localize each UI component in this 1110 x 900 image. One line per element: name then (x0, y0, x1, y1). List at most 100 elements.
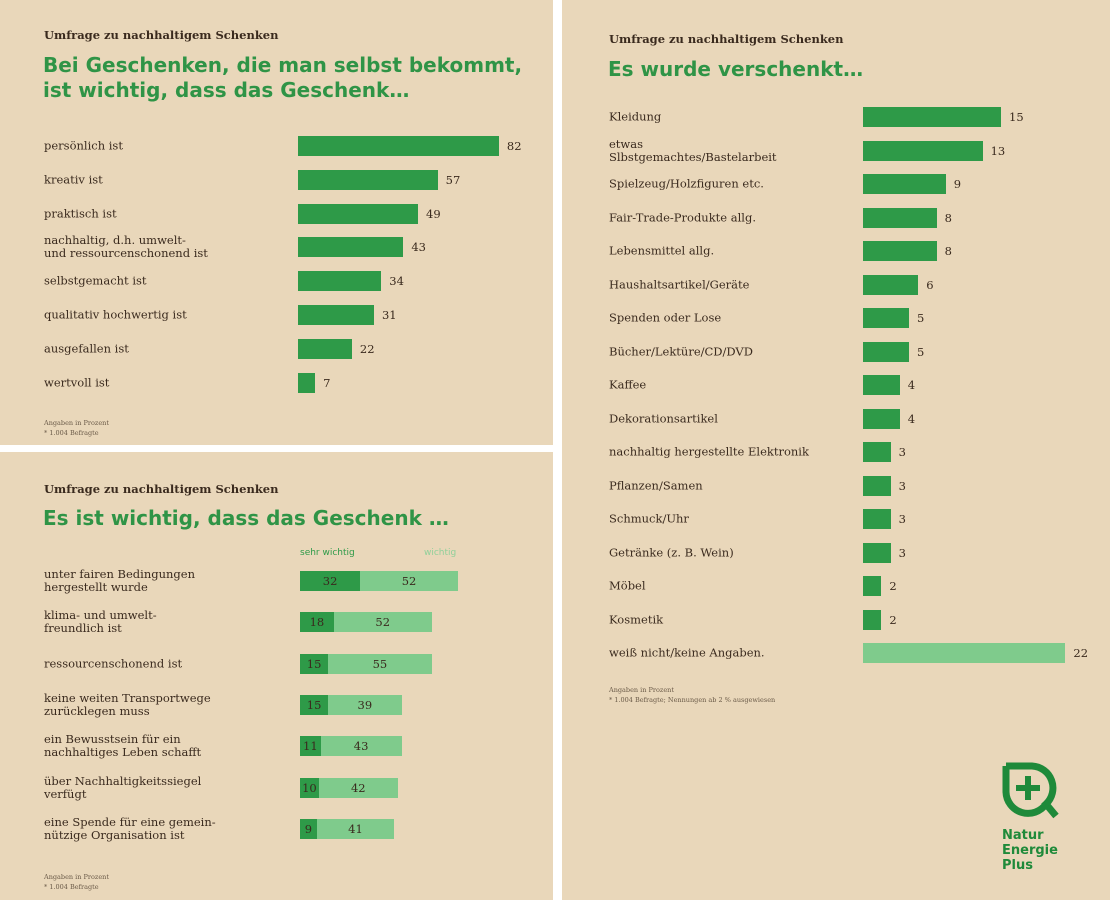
bar (298, 203, 419, 224)
bar-wichtig (318, 777, 398, 798)
bar (298, 237, 404, 258)
data-label: 52 (401, 574, 417, 588)
data-label: 57 (445, 172, 461, 187)
data-label: 3 (898, 545, 906, 560)
bar (863, 442, 891, 462)
data-label: 13 (990, 143, 1006, 158)
data-label: 3 (898, 478, 906, 493)
category-label: Bücher/Lektüre/CD/DVD (609, 344, 753, 358)
data-label: 31 (381, 308, 397, 322)
bar-sehr-wichtig (300, 571, 361, 591)
chart-title: Es wurde verschenkt… (608, 57, 864, 81)
bar-wichtig (320, 736, 402, 757)
category-label: Schmuck/Uhr (609, 511, 689, 526)
data-label: 8 (944, 210, 952, 225)
legend-wichtig: wichtig (424, 548, 457, 558)
bar (298, 338, 352, 359)
data-label: 34 (389, 274, 404, 289)
data-label: 82 (506, 139, 522, 153)
chart-panel-received: Umfrage zu nachhaltigem Schenken Bei Ges… (0, 0, 553, 445)
category-label: Spenden oder Lose (609, 310, 722, 325)
category-label: ausgefallen ist (44, 341, 129, 356)
data-label: 55 (372, 656, 388, 671)
category-label: klima- und umwelt- freundlich ist (44, 608, 157, 636)
bar (863, 408, 900, 429)
data-label: 5 (917, 344, 925, 359)
data-label: 3 (898, 512, 906, 526)
bar (863, 341, 909, 362)
data-label: 2 (889, 579, 897, 593)
category-label: Pflanzen/Samen (609, 478, 703, 492)
logo-text: Natur Energie Plus (1002, 828, 1058, 873)
bar (863, 576, 882, 596)
bar-sehr-wichtig (300, 818, 317, 839)
category-label: etwas Slbstgemachtes/Bastelarbeit (609, 136, 777, 164)
data-label: 15 (306, 697, 322, 712)
bar-sehr-wichtig (300, 736, 321, 757)
category-label: selbstgemacht ist (44, 273, 147, 288)
bar-wichtig (333, 612, 432, 633)
data-label: 52 (375, 615, 391, 630)
bar-sehr-wichtig (300, 777, 319, 798)
bar-sehr-wichtig (300, 694, 329, 715)
bar (863, 107, 1001, 127)
category-label: wertvoll ist (44, 375, 110, 390)
category-label: Haushaltsartikel/Geräte (609, 277, 750, 291)
category-label: nachhaltig, d.h. umwelt- und ressourcens… (44, 233, 208, 261)
bar-wichtig (328, 694, 402, 715)
data-label: 9 (304, 821, 313, 836)
data-label: 18 (309, 615, 325, 630)
bar (863, 542, 891, 563)
kicker: Umfrage zu nachhaltigem Schenken (44, 482, 279, 496)
data-label: 32 (322, 574, 338, 588)
bar (298, 136, 499, 156)
legend-sehr-wichtig: sehr wichtig (300, 548, 355, 558)
category-label: Möbel (609, 578, 646, 593)
bar-sehr-wichtig (300, 653, 329, 674)
category-label: keine weiten Transportwege zurücklegen m… (44, 690, 211, 718)
kicker: Umfrage zu nachhaltigem Schenken (609, 32, 844, 46)
bar (863, 140, 983, 161)
bar (863, 308, 909, 328)
category-label: Kosmetik (609, 612, 664, 626)
bar-wichtig (328, 653, 432, 674)
bar (863, 174, 946, 194)
chart-title: Bei Geschenken, die man selbst bekommt, … (43, 53, 523, 102)
bar (863, 375, 900, 395)
category-label: praktisch ist (44, 206, 117, 221)
data-label: 22 (359, 341, 375, 356)
data-label: 43 (353, 739, 369, 754)
data-label: 42 (350, 780, 366, 795)
bar-sehr-wichtig (300, 612, 334, 633)
bar (863, 475, 891, 496)
data-label: 49 (426, 206, 441, 221)
bar-wichtig (316, 818, 394, 839)
data-label: 7 (323, 375, 331, 390)
bar (298, 169, 438, 190)
chart-panel-given: Umfrage zu nachhaltigem Schenken Es wurd… (562, 0, 1110, 900)
data-label: 22 (1073, 646, 1089, 660)
bar-wichtig (360, 571, 458, 591)
category-label: eine Spende für eine gemein- nützige Org… (44, 814, 216, 842)
chart-title: Es ist wichtig, dass das Geschenk … (43, 506, 449, 530)
data-label: 15 (306, 656, 322, 671)
footnote: Angaben in Prozent * 1.004 Befragte (44, 419, 109, 437)
category-label: persönlich ist (44, 138, 123, 153)
bar (298, 372, 316, 393)
data-label: 4 (907, 411, 916, 426)
category-label: Spielzeug/Holzfiguren etc. (609, 176, 764, 191)
bar (863, 241, 937, 261)
kicker: Umfrage zu nachhaltigem Schenken (44, 28, 279, 42)
footnote: Angaben in Prozent * 1.004 Befragte; Nen… (609, 686, 776, 704)
logo-plus-icon (1002, 762, 1059, 819)
data-label: 9 (953, 177, 962, 191)
category-label: Lebensmittel allg. (609, 243, 715, 258)
data-label: 8 (944, 244, 952, 258)
category-label: kreativ ist (44, 172, 103, 187)
bar (298, 271, 382, 292)
data-label: 5 (917, 311, 925, 325)
category-label: ein Bewusstsein für ein nachhaltiges Leb… (44, 732, 202, 760)
bar (863, 643, 1066, 663)
data-label: 2 (889, 612, 897, 627)
category-label: über Nachhaltigkeitssiegel verfügt (44, 773, 202, 801)
